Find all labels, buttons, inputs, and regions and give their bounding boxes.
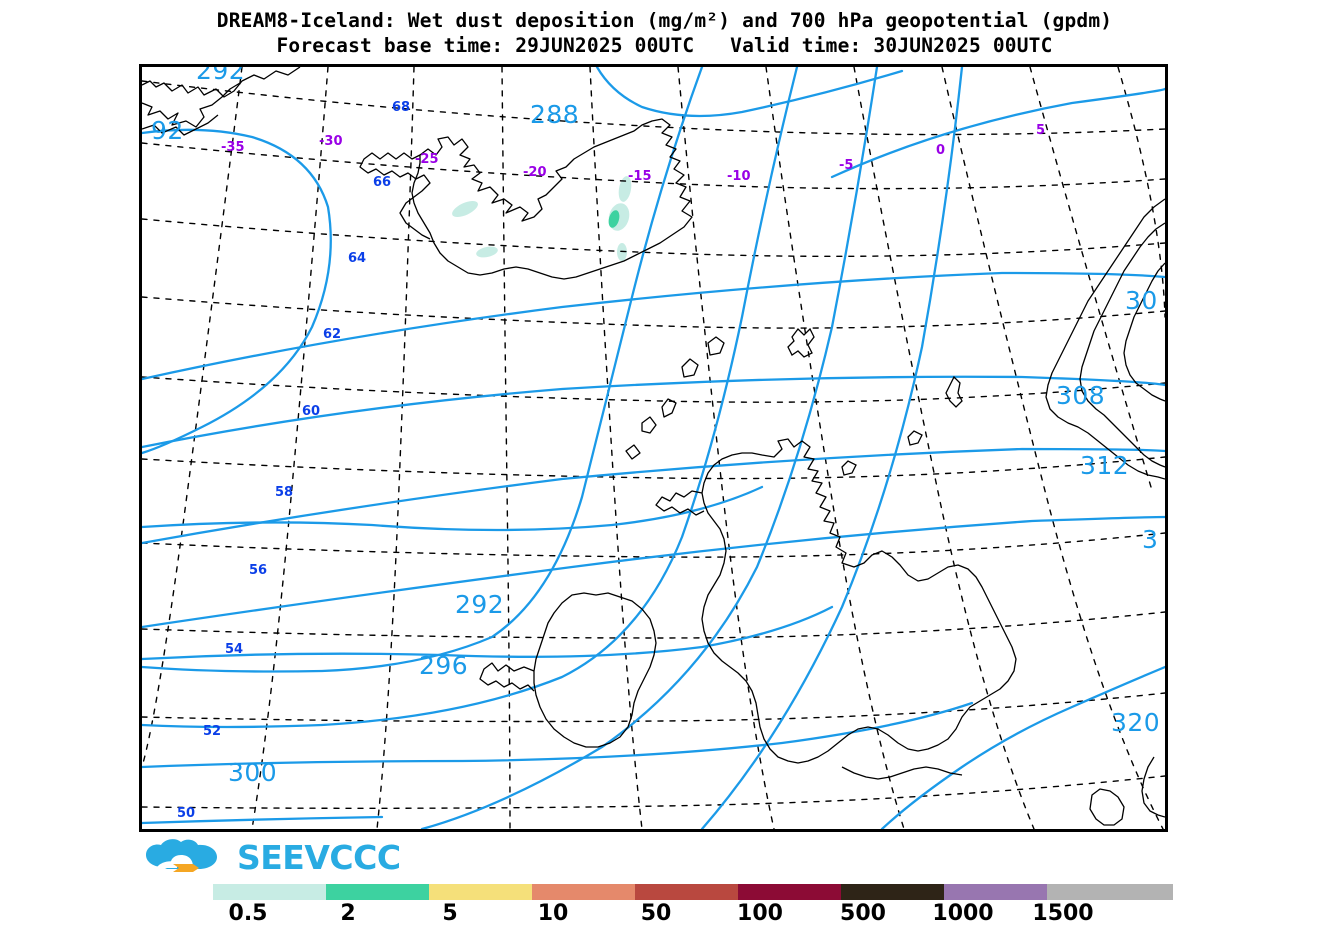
cloud-logo-icon <box>143 837 231 877</box>
colorbar-segment-0 <box>213 884 326 900</box>
coastline-norway <box>1045 198 1165 826</box>
chart-title-block: DREAM8-Iceland: Wet dust deposition (mg/… <box>0 8 1329 58</box>
graticule <box>142 67 1165 829</box>
dust-deposition-shading <box>452 176 632 261</box>
longitude-label-minus20: -20 <box>523 165 547 180</box>
latitude-label-50: 50 <box>177 806 196 821</box>
contour-label-292-7: 292 <box>455 590 505 619</box>
colorbar-tick-1000: 1000 <box>932 901 994 926</box>
colorbar-segment-5 <box>738 884 841 900</box>
colorbar-tick-50: 50 <box>640 901 672 926</box>
coastline-iceland <box>359 118 693 280</box>
contour-label-3-6: 3 <box>1142 525 1159 554</box>
coastline-ireland <box>479 592 657 748</box>
latitude-label-56: 56 <box>249 563 268 578</box>
latitude-label-68: 68 <box>392 100 411 115</box>
colorbar-legend: 0.5 2 5 10 50 100 500 1000 1500 <box>0 884 1329 926</box>
map-plot-area: -35 -30 -25 -20 -15 -10 -5 0 5 68 66 64 62 60 58 56 54 5… <box>139 64 1168 832</box>
geopotential-contours <box>142 67 1165 829</box>
longitude-label-minus25: -25 <box>415 152 439 167</box>
colorbar-segment-3 <box>532 884 635 900</box>
cloud-icon <box>146 839 217 872</box>
colorbar-segment-4 <box>635 884 738 900</box>
coastline-faroe <box>787 327 815 358</box>
longitude-label-minus15: -15 <box>628 169 652 184</box>
latitude-label-52: 52 <box>203 724 222 739</box>
coastline-greenland <box>142 67 301 136</box>
colorbar-tick-100: 100 <box>737 901 783 926</box>
latitude-label-58: 58 <box>275 485 294 500</box>
contour-label-92-2: 92 <box>151 116 184 145</box>
colorbar-tick-2: 2 <box>340 901 356 926</box>
colorbar-segment-1 <box>326 884 429 900</box>
latitude-label-64: 64 <box>348 251 367 266</box>
colorbar-tick-0p5: 0.5 <box>228 901 268 926</box>
latitude-label-60: 60 <box>302 404 321 419</box>
longitude-label-5: 5 <box>1036 123 1046 138</box>
contour-label-292-0: 292 <box>196 64 246 85</box>
coastline-great-britain <box>625 336 1017 780</box>
colorbar-segment-8 <box>1047 884 1173 900</box>
colorbar-tick-1500: 1500 <box>1032 901 1094 926</box>
colorbar-segment-7 <box>944 884 1047 900</box>
longitude-label-minus30: -30 <box>319 134 343 149</box>
contour-label-300-9: 300 <box>228 758 278 787</box>
latitude-label-66: 66 <box>373 175 392 190</box>
contour-label-288-1: 288 <box>530 100 580 129</box>
colorbar-tick-labels: 0.5 2 5 10 50 100 500 1000 1500 <box>0 901 1329 926</box>
colorbar-segment-6 <box>841 884 944 900</box>
colorbar-tick-5: 5 <box>442 901 458 926</box>
longitude-label-minus35: -35 <box>221 140 245 155</box>
contour-label-320-10: 320 <box>1111 708 1161 737</box>
page-title: DREAM8-Iceland: Wet dust deposition (mg/… <box>216 9 1113 32</box>
longitude-label-0: 0 <box>936 143 946 158</box>
longitude-label-minus10: -10 <box>727 169 751 184</box>
colorbar-tick-500: 500 <box>840 901 886 926</box>
colorbar-tick-10: 10 <box>537 901 569 926</box>
colorbar-gradient <box>213 884 1173 900</box>
latitude-label-62: 62 <box>323 327 342 342</box>
seevccc-logo: SEEVCCC <box>143 836 401 878</box>
contour-label-312-5: 312 <box>1080 451 1130 480</box>
latitude-label-54: 54 <box>225 642 244 657</box>
coastline-shetland <box>841 375 963 476</box>
contour-label-296-8: 296 <box>419 651 469 680</box>
logo-text: SEEVCCC <box>237 837 401 877</box>
contour-label-30-3: 30 <box>1125 286 1158 315</box>
contour-label-308-4: 308 <box>1056 381 1106 410</box>
map-canvas <box>142 67 1165 829</box>
colorbar-segment-2 <box>429 884 532 900</box>
forecast-time-subtitle: Forecast base time: 29JUN2025 00UTC Vali… <box>276 34 1053 57</box>
longitude-label-minus5: -5 <box>839 158 854 173</box>
